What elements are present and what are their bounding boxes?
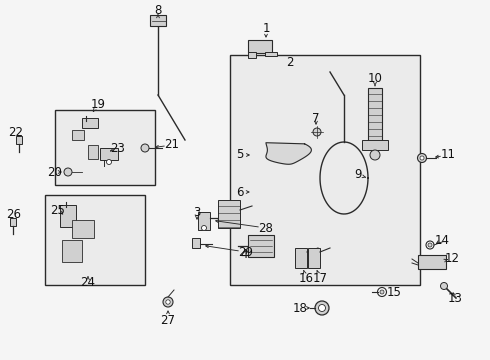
Bar [82, 118, 98, 128]
Bar [230, 55, 420, 285]
Text: 16: 16 [298, 271, 314, 284]
Text: 17: 17 [313, 271, 327, 284]
Text: 29: 29 [239, 246, 253, 258]
Text: 6: 6 [236, 185, 244, 198]
Bar [362, 140, 388, 150]
Circle shape [370, 150, 380, 160]
Circle shape [141, 144, 149, 152]
Circle shape [64, 168, 72, 176]
Bar [45, 195, 145, 285]
Text: 1: 1 [262, 22, 270, 35]
Bar [88, 145, 98, 159]
Text: 19: 19 [91, 99, 105, 112]
Text: 25: 25 [50, 203, 66, 216]
Bar [248, 40, 272, 53]
Text: 18: 18 [293, 302, 307, 315]
Text: 5: 5 [236, 148, 244, 162]
Circle shape [318, 305, 325, 311]
Bar [218, 200, 240, 228]
Bar [265, 52, 277, 56]
Bar [192, 238, 200, 248]
Circle shape [201, 225, 206, 230]
Text: 11: 11 [441, 148, 456, 162]
Text: 9: 9 [354, 168, 362, 181]
Circle shape [420, 156, 424, 160]
Circle shape [441, 283, 447, 289]
Circle shape [166, 300, 170, 304]
Text: 20: 20 [48, 166, 62, 179]
Text: 2: 2 [286, 55, 294, 68]
Bar [16, 136, 22, 144]
Circle shape [380, 290, 384, 294]
Circle shape [313, 128, 321, 136]
Bar [62, 240, 82, 262]
Text: 22: 22 [8, 126, 24, 139]
Bar [72, 130, 84, 140]
Bar [100, 148, 118, 160]
Circle shape [417, 153, 426, 162]
Text: 13: 13 [447, 292, 463, 305]
Text: 14: 14 [435, 234, 449, 247]
Circle shape [428, 243, 432, 247]
Text: 10: 10 [368, 72, 382, 85]
Bar [10, 218, 16, 226]
Text: 23: 23 [111, 141, 125, 154]
Bar [248, 52, 256, 58]
Circle shape [163, 297, 173, 307]
Text: 24: 24 [80, 275, 96, 288]
Text: 7: 7 [312, 112, 320, 125]
Text: 26: 26 [6, 208, 22, 221]
Text: 27: 27 [161, 314, 175, 327]
Bar [150, 15, 166, 26]
Text: 3: 3 [194, 207, 201, 220]
Text: 8: 8 [154, 4, 162, 17]
Bar [198, 212, 210, 230]
Bar [72, 220, 94, 238]
Bar [308, 248, 320, 268]
Bar [248, 235, 274, 257]
Bar [418, 255, 446, 269]
Polygon shape [266, 143, 312, 164]
Circle shape [106, 159, 112, 165]
Text: 21: 21 [165, 139, 179, 152]
Bar [295, 248, 307, 268]
Bar [368, 88, 382, 143]
Circle shape [315, 301, 329, 315]
Bar [60, 205, 76, 227]
Text: 28: 28 [259, 221, 273, 234]
Bar [55, 110, 155, 185]
Text: 12: 12 [444, 252, 460, 265]
Text: 15: 15 [387, 285, 401, 298]
Text: 4: 4 [240, 248, 248, 261]
